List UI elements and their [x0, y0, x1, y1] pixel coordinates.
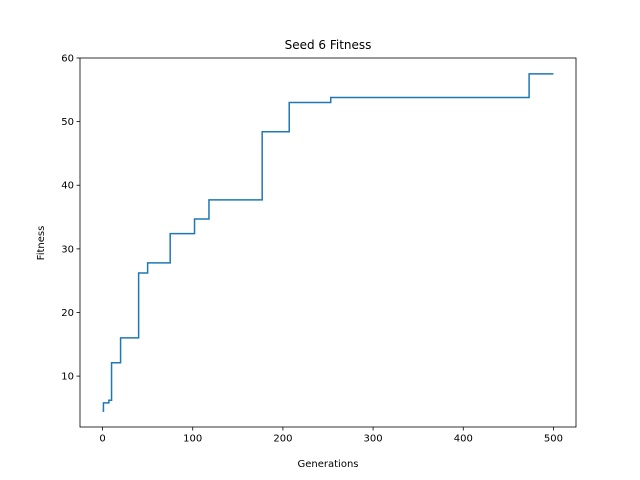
- x-tick-label-400: 400: [454, 434, 473, 445]
- x-tick-label-100: 100: [183, 434, 202, 445]
- x-tick-label-200: 200: [273, 434, 292, 445]
- y-tick-label-20: 20: [61, 308, 74, 319]
- plot-area: 0 100 200 300 400 500 10 20 30 40 50 60: [61, 54, 577, 445]
- y-axis-label: Fitness: [36, 226, 47, 261]
- axes-frame: [79, 57, 577, 428]
- y-tick-label-50: 50: [61, 117, 74, 128]
- y-tick-label-10: 10: [61, 372, 74, 383]
- x-tick-label-500: 500: [544, 434, 563, 445]
- y-tick-label-60: 60: [61, 54, 74, 65]
- x-tick-label-300: 300: [364, 434, 383, 445]
- x-axis-label: Generations: [298, 459, 359, 470]
- series-line-0: [102, 73, 554, 412]
- y-tick-label-40: 40: [61, 181, 74, 192]
- chart-title: Seed 6 Fitness: [285, 38, 372, 52]
- x-tick-label-0: 0: [99, 434, 105, 445]
- y-tick-label-30: 30: [61, 244, 74, 255]
